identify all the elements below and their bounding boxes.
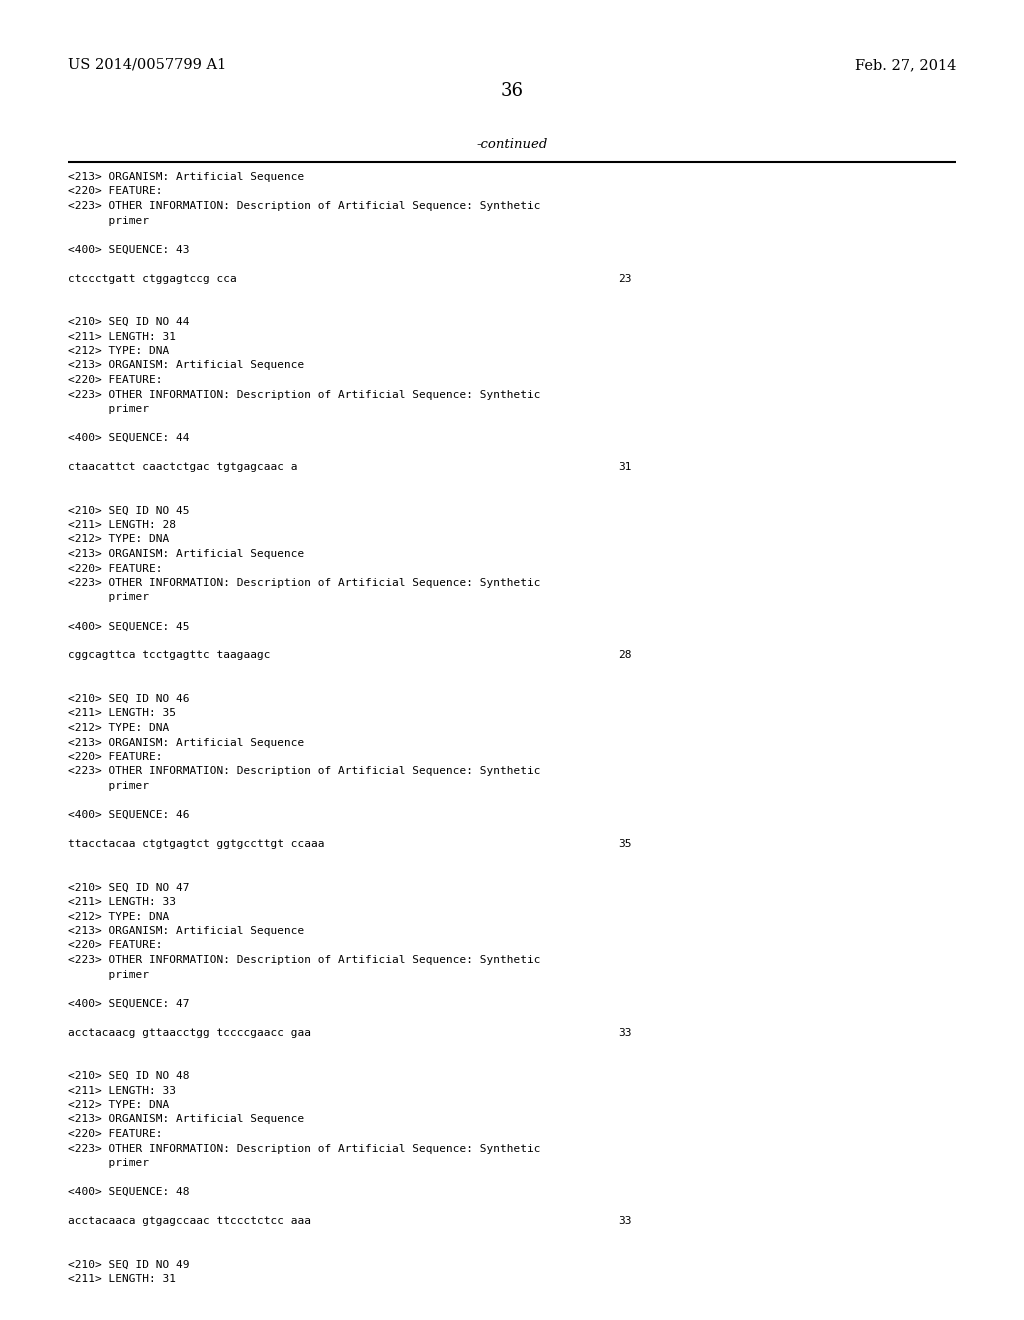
Text: <400> SEQUENCE: 44: <400> SEQUENCE: 44	[68, 433, 189, 444]
Text: <400> SEQUENCE: 43: <400> SEQUENCE: 43	[68, 244, 189, 255]
Text: 28: 28	[618, 651, 632, 660]
Text: <220> FEATURE:: <220> FEATURE:	[68, 940, 163, 950]
Text: <212> TYPE: DNA: <212> TYPE: DNA	[68, 723, 169, 733]
Text: <223> OTHER INFORMATION: Description of Artificial Sequence: Synthetic: <223> OTHER INFORMATION: Description of …	[68, 1143, 541, 1154]
Text: <211> LENGTH: 28: <211> LENGTH: 28	[68, 520, 176, 531]
Text: <212> TYPE: DNA: <212> TYPE: DNA	[68, 346, 169, 356]
Text: 36: 36	[501, 82, 523, 100]
Text: <220> FEATURE:: <220> FEATURE:	[68, 752, 163, 762]
Text: <223> OTHER INFORMATION: Description of Artificial Sequence: Synthetic: <223> OTHER INFORMATION: Description of …	[68, 954, 541, 965]
Text: <213> ORGANISM: Artificial Sequence: <213> ORGANISM: Artificial Sequence	[68, 172, 304, 182]
Text: <213> ORGANISM: Artificial Sequence: <213> ORGANISM: Artificial Sequence	[68, 927, 304, 936]
Text: <210> SEQ ID NO 44: <210> SEQ ID NO 44	[68, 317, 189, 327]
Text: 23: 23	[618, 273, 632, 284]
Text: <220> FEATURE:: <220> FEATURE:	[68, 564, 163, 573]
Text: <212> TYPE: DNA: <212> TYPE: DNA	[68, 1100, 169, 1110]
Text: acctacaacg gttaacctgg tccccgaacc gaa: acctacaacg gttaacctgg tccccgaacc gaa	[68, 1027, 311, 1038]
Text: US 2014/0057799 A1: US 2014/0057799 A1	[68, 58, 226, 73]
Text: primer: primer	[68, 781, 150, 791]
Text: <211> LENGTH: 35: <211> LENGTH: 35	[68, 709, 176, 718]
Text: <210> SEQ ID NO 48: <210> SEQ ID NO 48	[68, 1071, 189, 1081]
Text: <210> SEQ ID NO 47: <210> SEQ ID NO 47	[68, 883, 189, 892]
Text: <213> ORGANISM: Artificial Sequence: <213> ORGANISM: Artificial Sequence	[68, 360, 304, 371]
Text: ctaacattct caactctgac tgtgagcaac a: ctaacattct caactctgac tgtgagcaac a	[68, 462, 298, 473]
Text: <211> LENGTH: 33: <211> LENGTH: 33	[68, 898, 176, 907]
Text: 31: 31	[618, 462, 632, 473]
Text: <400> SEQUENCE: 46: <400> SEQUENCE: 46	[68, 810, 189, 820]
Text: <213> ORGANISM: Artificial Sequence: <213> ORGANISM: Artificial Sequence	[68, 549, 304, 558]
Text: primer: primer	[68, 969, 150, 979]
Text: <220> FEATURE:: <220> FEATURE:	[68, 375, 163, 385]
Text: Feb. 27, 2014: Feb. 27, 2014	[855, 58, 956, 73]
Text: <223> OTHER INFORMATION: Description of Artificial Sequence: Synthetic: <223> OTHER INFORMATION: Description of …	[68, 578, 541, 587]
Text: <211> LENGTH: 31: <211> LENGTH: 31	[68, 331, 176, 342]
Text: cggcagttca tcctgagttc taagaagc: cggcagttca tcctgagttc taagaagc	[68, 651, 270, 660]
Text: <400> SEQUENCE: 48: <400> SEQUENCE: 48	[68, 1187, 189, 1197]
Text: <223> OTHER INFORMATION: Description of Artificial Sequence: Synthetic: <223> OTHER INFORMATION: Description of …	[68, 201, 541, 211]
Text: primer: primer	[68, 1158, 150, 1168]
Text: <223> OTHER INFORMATION: Description of Artificial Sequence: Synthetic: <223> OTHER INFORMATION: Description of …	[68, 767, 541, 776]
Text: primer: primer	[68, 593, 150, 602]
Text: 33: 33	[618, 1216, 632, 1226]
Text: 33: 33	[618, 1027, 632, 1038]
Text: <400> SEQUENCE: 45: <400> SEQUENCE: 45	[68, 622, 189, 631]
Text: <210> SEQ ID NO 49: <210> SEQ ID NO 49	[68, 1259, 189, 1270]
Text: <220> FEATURE:: <220> FEATURE:	[68, 1129, 163, 1139]
Text: ctccctgatt ctggagtccg cca: ctccctgatt ctggagtccg cca	[68, 273, 237, 284]
Text: <212> TYPE: DNA: <212> TYPE: DNA	[68, 912, 169, 921]
Text: primer: primer	[68, 404, 150, 414]
Text: <211> LENGTH: 33: <211> LENGTH: 33	[68, 1085, 176, 1096]
Text: <212> TYPE: DNA: <212> TYPE: DNA	[68, 535, 169, 544]
Text: <211> LENGTH: 31: <211> LENGTH: 31	[68, 1274, 176, 1284]
Text: <220> FEATURE:: <220> FEATURE:	[68, 186, 163, 197]
Text: acctacaaca gtgagccaac ttccctctcc aaa: acctacaaca gtgagccaac ttccctctcc aaa	[68, 1216, 311, 1226]
Text: -continued: -continued	[476, 139, 548, 150]
Text: <213> ORGANISM: Artificial Sequence: <213> ORGANISM: Artificial Sequence	[68, 738, 304, 747]
Text: <210> SEQ ID NO 46: <210> SEQ ID NO 46	[68, 694, 189, 704]
Text: primer: primer	[68, 215, 150, 226]
Text: <213> ORGANISM: Artificial Sequence: <213> ORGANISM: Artificial Sequence	[68, 1114, 304, 1125]
Text: 35: 35	[618, 840, 632, 849]
Text: <223> OTHER INFORMATION: Description of Artificial Sequence: Synthetic: <223> OTHER INFORMATION: Description of …	[68, 389, 541, 400]
Text: <400> SEQUENCE: 47: <400> SEQUENCE: 47	[68, 998, 189, 1008]
Text: ttacctacaa ctgtgagtct ggtgccttgt ccaaa: ttacctacaa ctgtgagtct ggtgccttgt ccaaa	[68, 840, 325, 849]
Text: <210> SEQ ID NO 45: <210> SEQ ID NO 45	[68, 506, 189, 516]
